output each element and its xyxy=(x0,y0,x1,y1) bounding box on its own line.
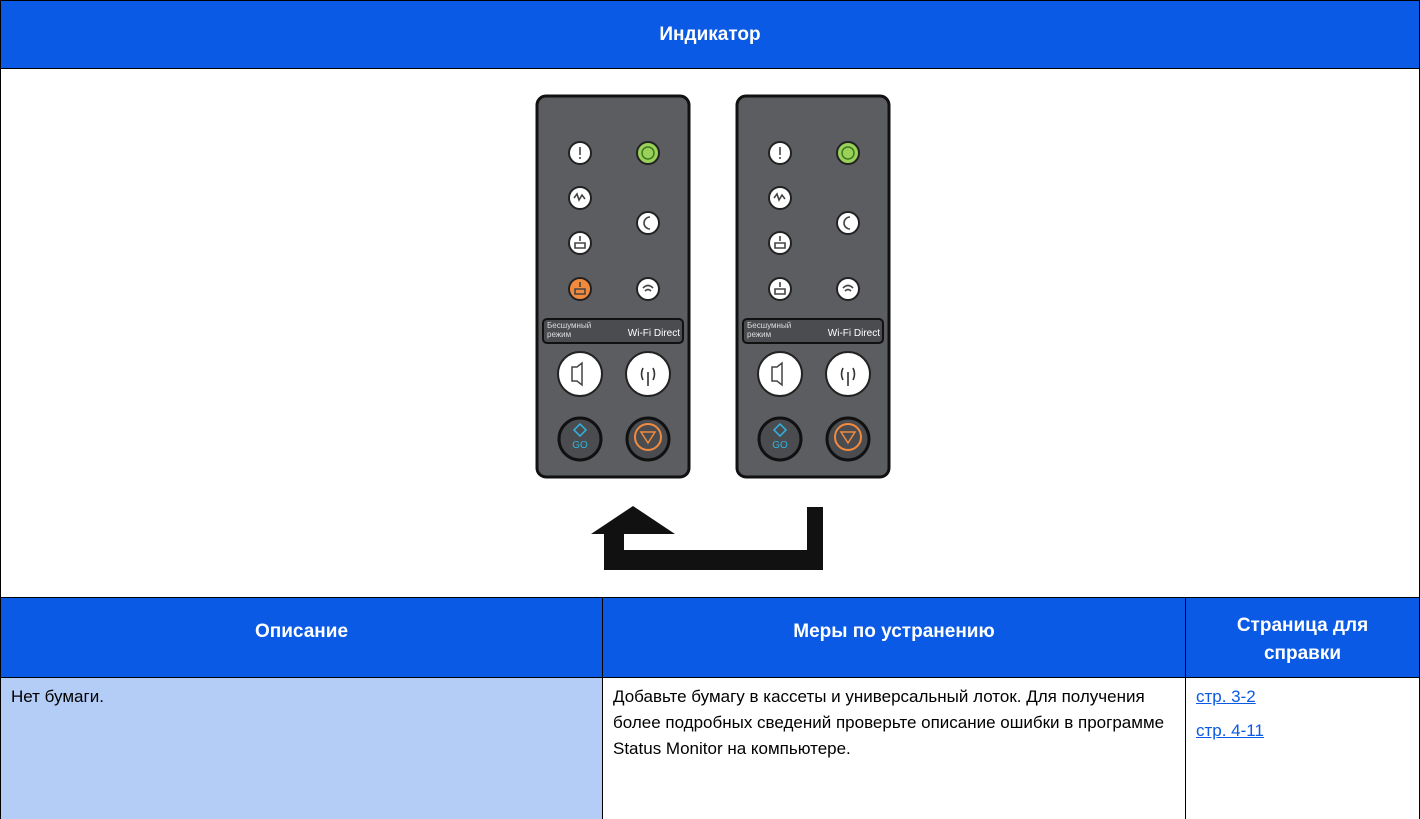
silent-button xyxy=(757,351,803,397)
led xyxy=(836,211,860,235)
silent-button xyxy=(557,351,603,397)
silent-label: Бесшумный xyxy=(747,321,791,330)
pages-cell: стр. 3-2 стр. 4-11 xyxy=(1186,677,1419,819)
column-header: Страница для справки xyxy=(1186,597,1419,677)
led-icon xyxy=(574,282,586,295)
led-icon xyxy=(773,192,786,202)
header-title: Индикатор xyxy=(1,0,1419,69)
label-strip xyxy=(542,318,684,344)
wifi-icon xyxy=(640,367,656,386)
page-link[interactable]: стр. 4-11 xyxy=(1196,721,1264,740)
panel-body xyxy=(535,94,691,479)
column-header: Описание xyxy=(1,597,603,677)
led-icon xyxy=(843,216,851,230)
page-link[interactable]: стр. 3-2 xyxy=(1196,687,1256,706)
wifi-label: Wi-Fi Direct xyxy=(828,328,880,339)
silent-label: Бесшумный xyxy=(547,321,591,330)
led-icon xyxy=(774,236,786,249)
led-ring xyxy=(841,146,855,160)
stop-icon xyxy=(639,431,657,445)
go-label: GO xyxy=(572,440,588,451)
silent-icon xyxy=(771,361,783,387)
led-icon xyxy=(643,216,651,230)
silent-label: режим xyxy=(747,330,771,339)
cycle-arrow xyxy=(591,506,823,570)
action-cell: Добавьте бумагу в кассеты и универсальны… xyxy=(603,677,1186,819)
stop-ring xyxy=(834,423,862,451)
led xyxy=(836,141,860,165)
panel-body xyxy=(735,94,891,479)
led-icon xyxy=(574,236,586,249)
wifi-label: Wi-Fi Direct xyxy=(628,328,680,339)
led-ring xyxy=(641,146,655,160)
description-cell: Нет бумаги. xyxy=(1,677,603,819)
silent-icon xyxy=(571,361,583,387)
led xyxy=(636,211,660,235)
led xyxy=(636,141,660,165)
silent-label: режим xyxy=(547,330,571,339)
led-icon xyxy=(774,282,786,295)
label-strip xyxy=(742,318,884,344)
wifi-icon xyxy=(840,367,856,386)
led-icon xyxy=(642,284,654,292)
led-icon xyxy=(573,192,586,202)
column-header: Меры по устранению xyxy=(603,597,1186,677)
go-button xyxy=(757,416,803,462)
go-button xyxy=(557,416,603,462)
go-icon xyxy=(572,422,588,438)
go-label: GO xyxy=(772,440,788,451)
stop-icon xyxy=(839,431,857,445)
stop-ring xyxy=(634,423,662,451)
go-icon xyxy=(772,422,788,438)
led-icon xyxy=(842,284,854,292)
